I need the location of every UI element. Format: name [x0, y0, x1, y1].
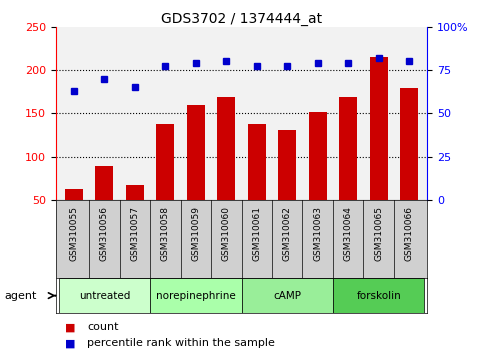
Text: count: count	[87, 322, 118, 332]
Bar	[126, 185, 144, 244]
Bar	[150, 278, 242, 313]
Text: GSM310055: GSM310055	[70, 206, 78, 261]
Text: agent: agent	[5, 291, 37, 301]
Bar	[309, 112, 327, 244]
Text: GSM310065: GSM310065	[374, 206, 383, 261]
Bar	[339, 97, 357, 244]
Text: GSM310060: GSM310060	[222, 206, 231, 261]
Text: GSM310057: GSM310057	[130, 206, 139, 261]
Text: GSM310056: GSM310056	[100, 206, 109, 261]
Bar	[58, 278, 150, 313]
Text: GSM310066: GSM310066	[405, 206, 413, 261]
Text: norepinephrine: norepinephrine	[156, 291, 236, 301]
Bar	[278, 130, 297, 244]
Bar	[333, 278, 425, 313]
Bar	[65, 189, 83, 244]
Text: GSM310062: GSM310062	[283, 206, 292, 261]
Text: ■: ■	[65, 338, 76, 348]
Text: percentile rank within the sample: percentile rank within the sample	[87, 338, 275, 348]
Text: GSM310061: GSM310061	[252, 206, 261, 261]
Bar	[248, 124, 266, 244]
Text: untreated: untreated	[79, 291, 130, 301]
Text: GSM310063: GSM310063	[313, 206, 322, 261]
Bar	[242, 278, 333, 313]
Text: ■: ■	[65, 322, 76, 332]
Bar	[400, 88, 418, 244]
Text: forskolin: forskolin	[356, 291, 401, 301]
Bar	[369, 57, 388, 244]
Text: cAMP: cAMP	[273, 291, 301, 301]
Text: GSM310059: GSM310059	[191, 206, 200, 261]
Text: GDS3702 / 1374444_at: GDS3702 / 1374444_at	[161, 12, 322, 27]
Bar	[186, 105, 205, 244]
Text: GSM310058: GSM310058	[161, 206, 170, 261]
Bar	[217, 97, 235, 244]
Bar	[156, 124, 174, 244]
Bar	[95, 166, 114, 244]
Text: GSM310064: GSM310064	[344, 206, 353, 261]
